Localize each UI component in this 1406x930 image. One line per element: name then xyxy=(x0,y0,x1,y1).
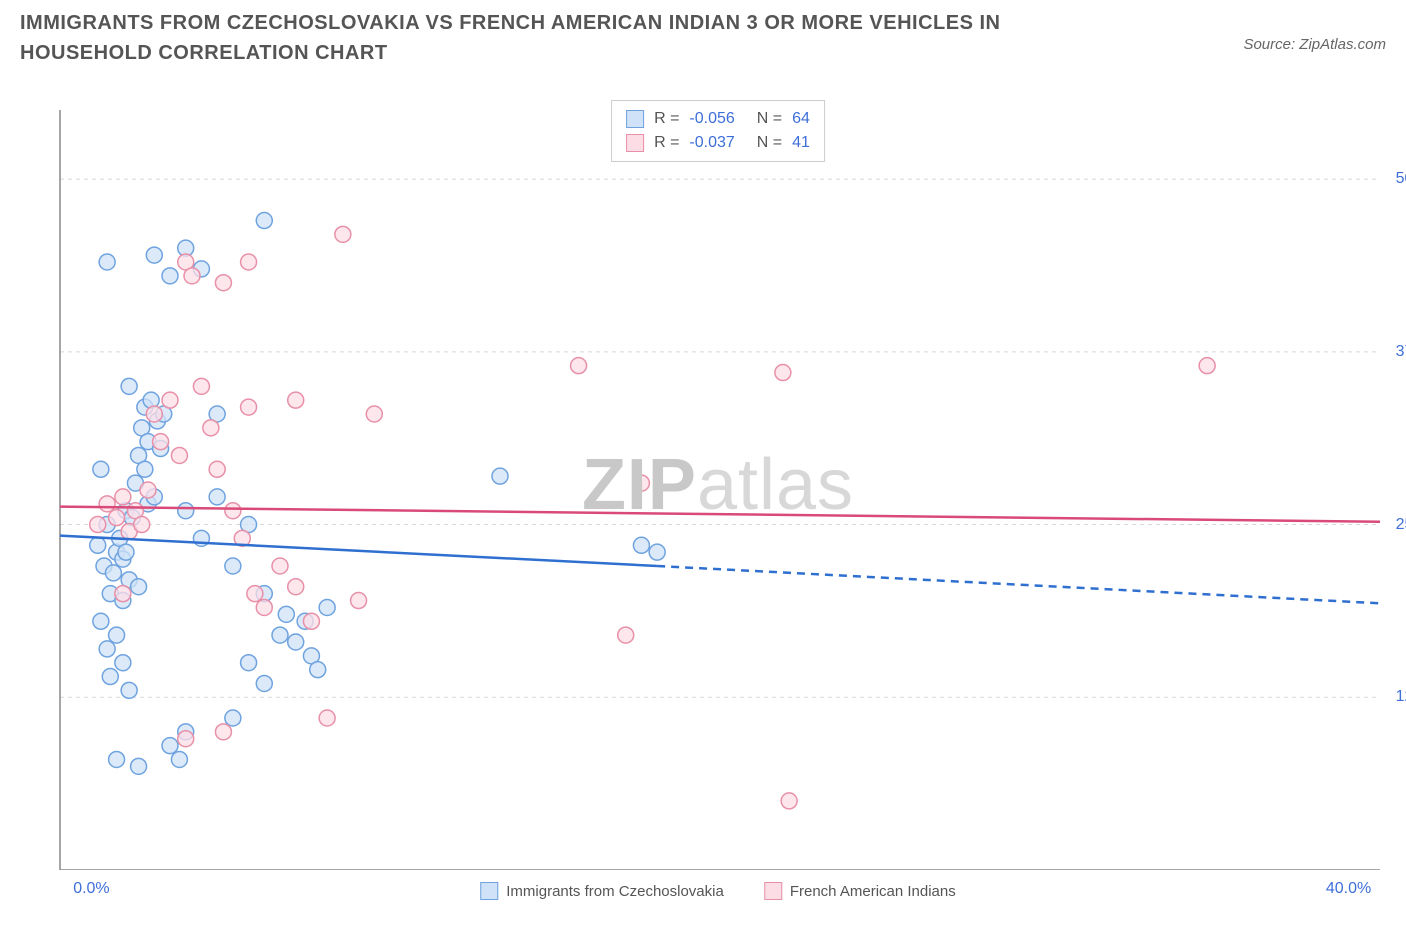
chart-area: 3 or more Vehicles in Household ZIPatlas… xyxy=(50,100,1386,870)
correlation-legend-row: R = -0.037 N = 41 xyxy=(626,131,810,155)
y-tick-label: 50.0% xyxy=(1396,170,1406,188)
r-label: R = xyxy=(654,131,679,155)
legend-label: Immigrants from Czechoslovakia xyxy=(506,883,724,900)
legend-label: French American Indians xyxy=(790,883,956,900)
legend-swatch-icon xyxy=(626,134,644,152)
y-tick-label: 12.5% xyxy=(1396,688,1406,706)
x-tick-label: 40.0% xyxy=(1326,880,1371,898)
r-value: -0.056 xyxy=(689,107,734,131)
r-label: R = xyxy=(654,107,679,131)
y-tick-label: 25.0% xyxy=(1396,516,1406,534)
x-tick-label: 0.0% xyxy=(73,880,109,898)
n-value: 41 xyxy=(792,131,810,155)
scatter-plot xyxy=(50,100,1386,870)
y-tick-label: 37.5% xyxy=(1396,343,1406,361)
n-value: 64 xyxy=(792,107,810,131)
legend-swatch-icon xyxy=(480,882,498,900)
legend-swatch-icon xyxy=(626,110,644,128)
n-label: N = xyxy=(757,131,782,155)
series-legend-item: Immigrants from Czechoslovakia xyxy=(480,882,724,900)
chart-source: Source: ZipAtlas.com xyxy=(1243,36,1386,53)
legend-swatch-icon xyxy=(764,882,782,900)
series-legend: Immigrants from Czechoslovakia French Ame… xyxy=(480,882,956,900)
correlation-legend: R = -0.056 N = 64 R = -0.037 N = 41 xyxy=(611,100,825,162)
correlation-legend-row: R = -0.056 N = 64 xyxy=(626,107,810,131)
r-value: -0.037 xyxy=(689,131,734,155)
n-label: N = xyxy=(757,107,782,131)
chart-title: IMMIGRANTS FROM CZECHOSLOVAKIA VS FRENCH… xyxy=(20,8,1120,68)
series-legend-item: French American Indians xyxy=(764,882,956,900)
chart-header: IMMIGRANTS FROM CZECHOSLOVAKIA VS FRENCH… xyxy=(0,0,1406,68)
